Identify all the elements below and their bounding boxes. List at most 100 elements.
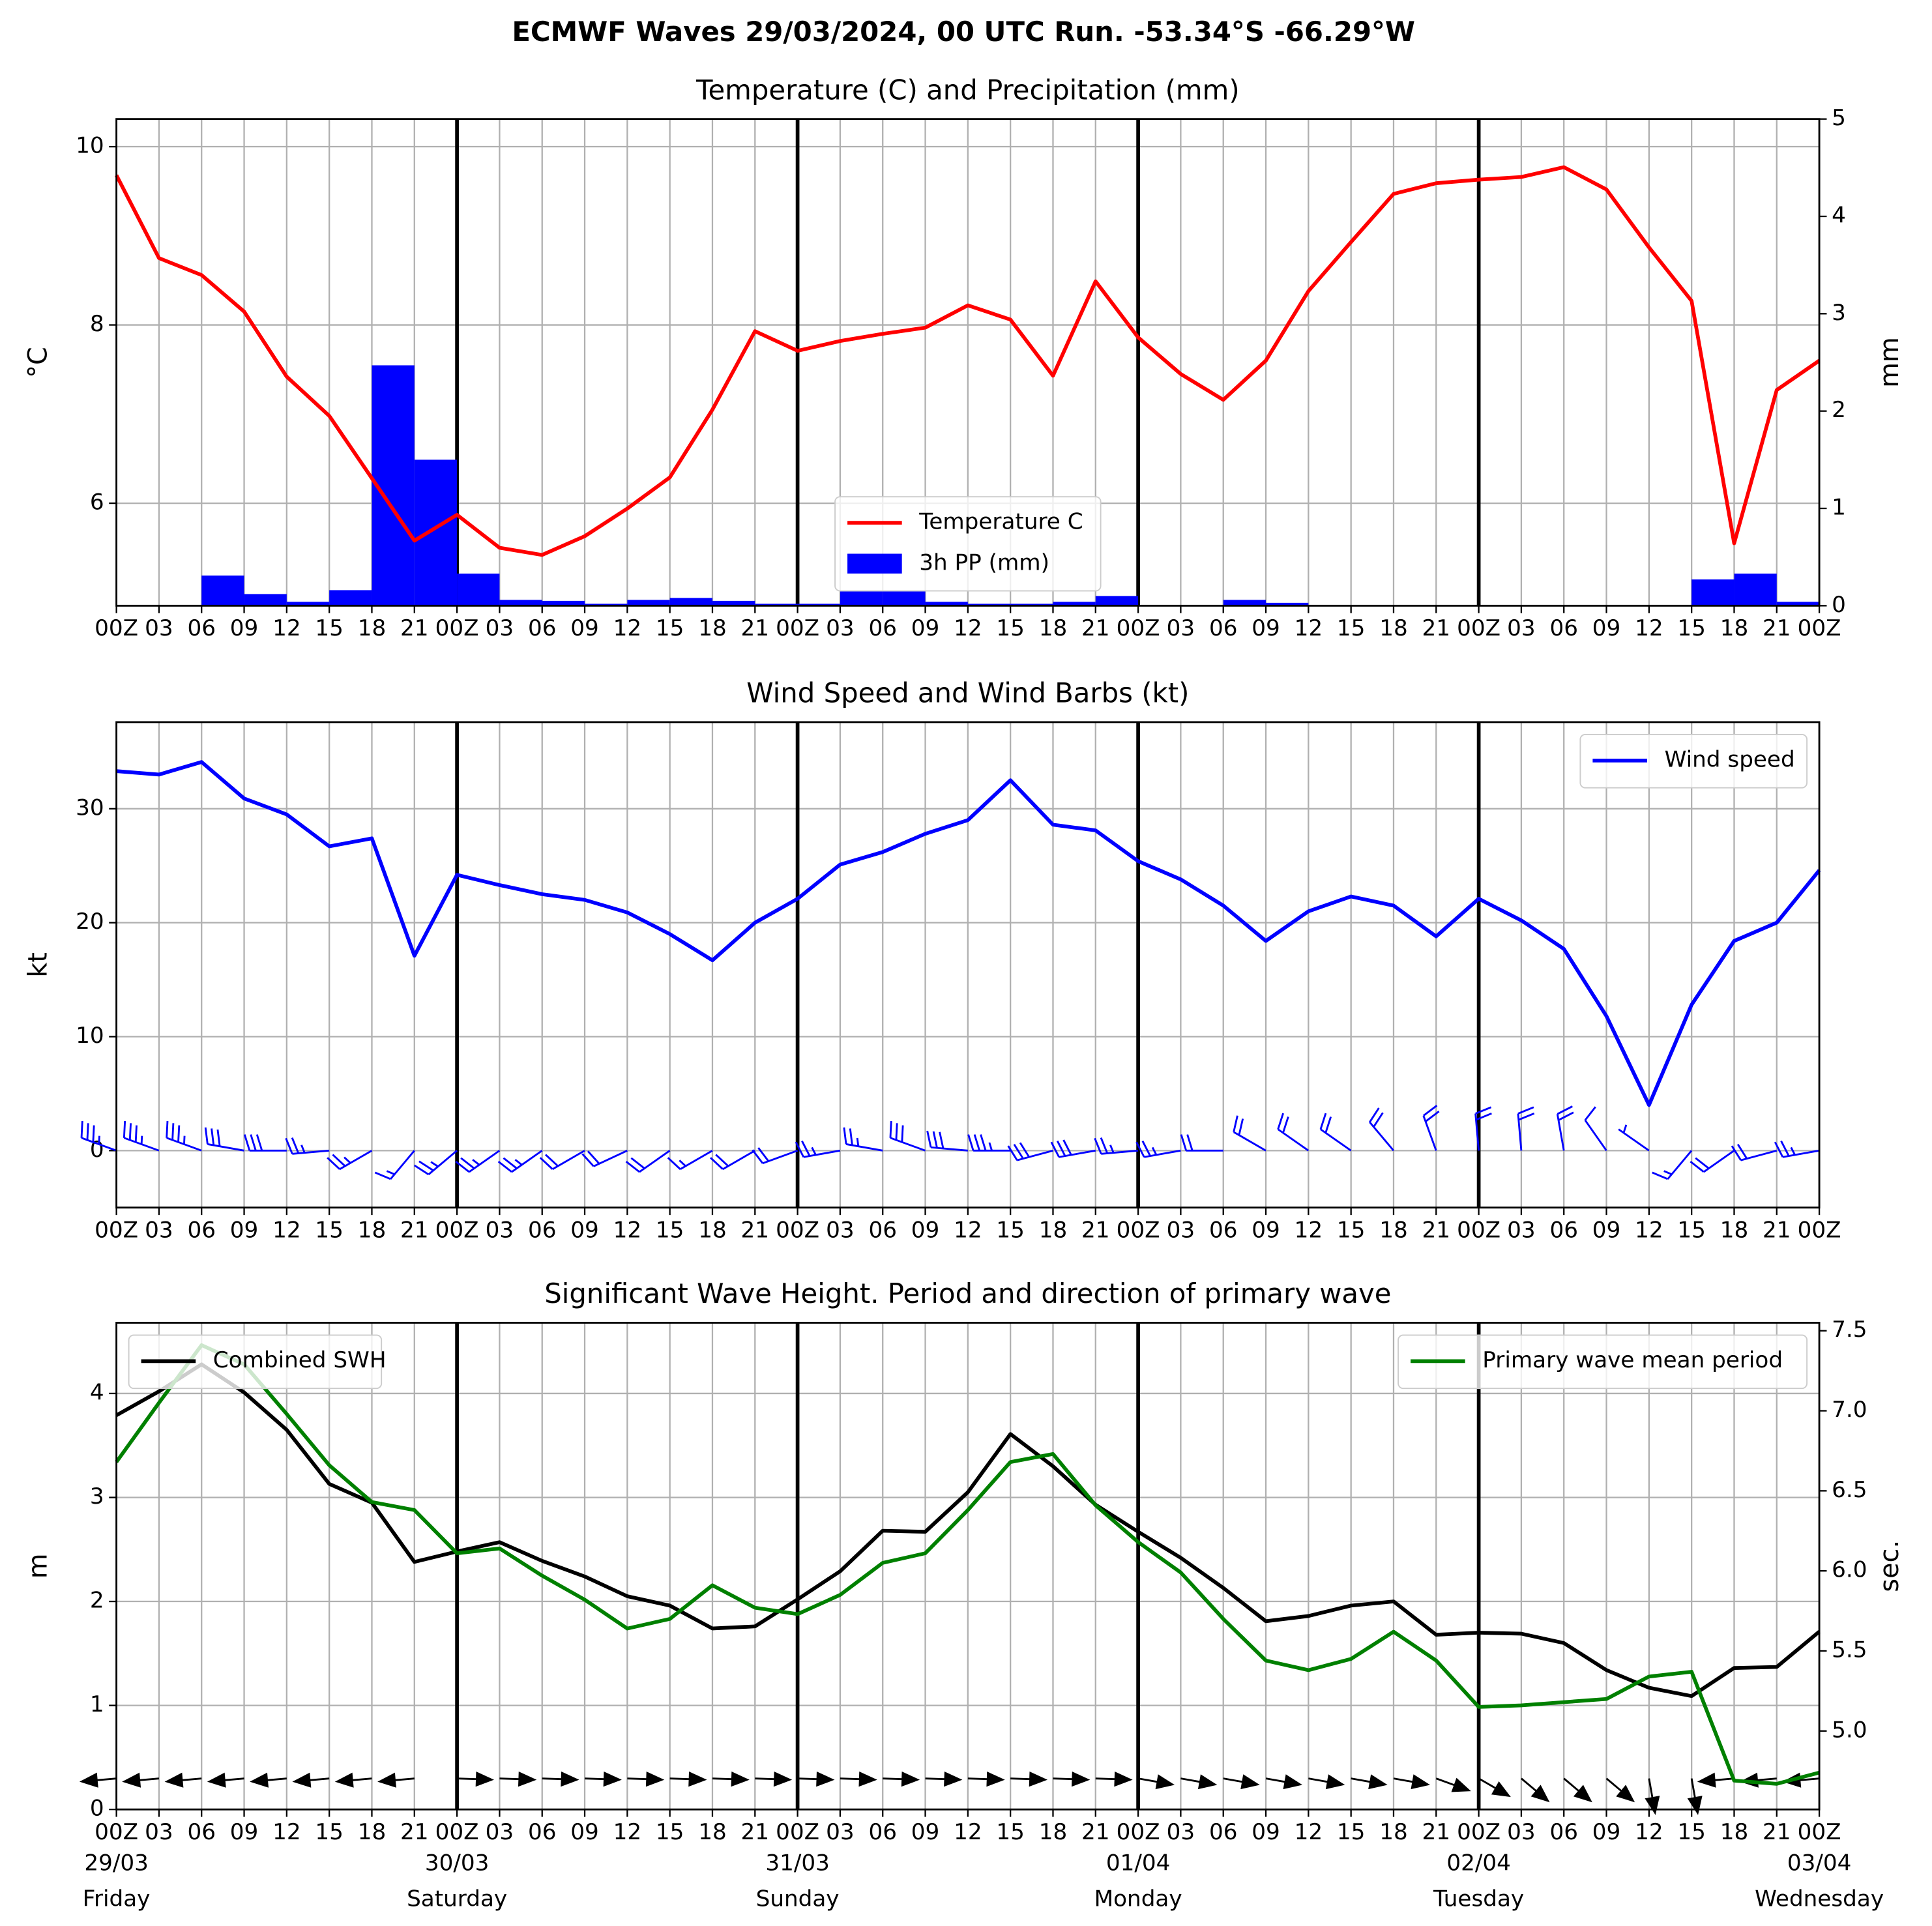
x-tick-label: 00Z [1798,615,1841,641]
wind-barb [80,1120,117,1152]
x-tick-label: 18 [1039,1217,1068,1243]
y-tick-label: 10 [76,133,104,159]
wind-barb [581,1150,628,1167]
x-tick-label: 09 [230,615,259,641]
wave-arrow [79,1772,117,1788]
y-axis-label: m [23,1553,53,1579]
x-tick-label: 12 [954,1217,982,1243]
wind-barb [1690,1150,1735,1173]
wind-barb [795,1140,841,1158]
y-tick-label: 0 [90,1796,104,1822]
y2-tick-label: 5 [1832,105,1846,131]
x-tick-label: 18 [698,615,727,641]
legend: Primary wave mean period [1398,1334,1808,1390]
y-tick-label: 0 [90,1137,104,1163]
x-tick-label: 00Z [435,1819,479,1845]
x-tick-label: 03 [1167,1217,1195,1243]
x-tick-label: 00Z [435,1217,479,1243]
legend-label: 3h PP (mm) [919,549,1049,576]
wave-arrow [1180,1774,1218,1790]
y-axis-label: °C [23,347,53,378]
x-tick-label: 18 [1379,1819,1408,1845]
wave-arrow [499,1772,537,1787]
day-label: Friday [83,1886,151,1912]
wave-arrow [1095,1772,1133,1787]
x-tick-label: 15 [656,1819,684,1845]
x-tick-label: 00Z [1117,1819,1160,1845]
y2-tick-label: 2 [1832,397,1846,423]
x-tick-label: 03 [826,1819,855,1845]
day-label: Sunday [756,1886,840,1912]
chart-title: Wind Speed and Wind Barbs (kt) [746,677,1189,709]
x-tick-label: 06 [187,1819,216,1845]
x-tick-label: 00Z [1457,1217,1500,1243]
wind-barb [539,1150,585,1171]
wave-arrow [1478,1777,1511,1798]
bar [1053,602,1096,606]
wave-arrow [164,1772,202,1788]
date-label: 02/04 [1446,1850,1511,1876]
x-tick-label: 15 [315,615,344,641]
x-tick-label: 12 [1635,1819,1663,1845]
x-tick-label: 15 [996,615,1025,641]
wind-barb [497,1150,543,1173]
wave-arrow [1223,1774,1260,1790]
wind-barb [1180,1134,1223,1152]
y2-tick-label: 1 [1832,495,1846,521]
x-tick-label: 03 [486,1819,514,1845]
x-tick-label: 03 [145,1819,173,1845]
x-tick-label: 18 [1720,1217,1749,1243]
wind-barb [1774,1140,1820,1158]
wind-barb [166,1120,202,1152]
x-tick-label: 06 [528,1217,557,1243]
bar [1734,574,1777,606]
figure-title: ECMWF Waves 29/03/2024, 00 UTC Run. -53.… [512,16,1415,48]
plot-frame [115,1322,1821,1811]
wind-barb [1319,1113,1352,1152]
x-tick-label: 12 [272,615,301,641]
x-tick-label: 03 [1507,1217,1536,1243]
wave-arrow [377,1772,415,1788]
x-tick-label: 12 [1635,1217,1663,1243]
x-tick-label: 06 [1549,1819,1578,1845]
bar [286,602,330,606]
x-tick-label: 12 [272,1819,301,1845]
line-series [115,1343,1820,1786]
wind-barb [374,1150,415,1180]
bar [797,604,840,606]
legend-box [1579,734,1808,789]
x-tick-label: 00Z [776,1819,819,1845]
wave-arrow [669,1772,707,1787]
bar [840,591,883,606]
wave-arrow [1265,1774,1303,1790]
x-tick-label: 00Z [1117,1217,1160,1243]
wave-arrow [457,1772,494,1787]
bar [669,598,712,606]
x-tick-label: 15 [315,1217,344,1243]
y-tick-label: 10 [76,1023,104,1049]
wind-barb [1556,1105,1574,1151]
bar [1691,579,1734,606]
x-tick-label: 03 [145,615,173,641]
y2-tick-label: 6.0 [1832,1557,1867,1583]
x-tick-label: 21 [1081,1217,1110,1243]
bar [414,460,458,606]
x-tick-label: 06 [868,1217,897,1243]
y-tick-label: 1 [90,1691,104,1717]
bar [1010,604,1053,606]
x-tick-label: 06 [187,1217,216,1243]
x-tick-label: 03 [1167,615,1195,641]
x-tick-label: 06 [528,615,557,641]
x-tick-label: 15 [656,1217,684,1243]
legend-label: Temperature C [918,509,1083,535]
x-tick-label: 09 [1592,1819,1621,1845]
wind-barb [1135,1140,1181,1158]
legend-label: Combined SWH [213,1347,387,1373]
y-tick-label: 2 [90,1588,104,1614]
x-tick-label: 03 [486,615,514,641]
legend: Temperature C 3h PP (mm) [834,496,1102,592]
x-tick-label: 12 [272,1217,301,1243]
wave-arrow [1351,1774,1388,1790]
legend-label: Primary wave mean period [1482,1347,1783,1373]
x-tick-label: 18 [698,1217,727,1243]
